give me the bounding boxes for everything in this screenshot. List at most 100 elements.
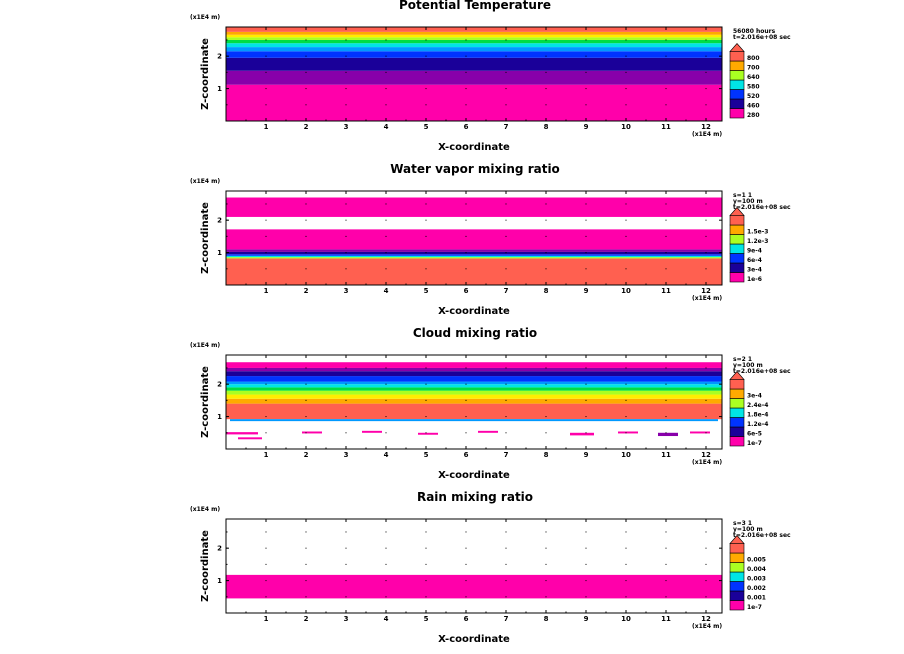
colorbar-swatch (729, 417, 745, 428)
x-tick-label: 1 (264, 451, 269, 459)
grid-dot (585, 71, 587, 73)
x-tick-label: 7 (504, 287, 509, 295)
x-tick-label: 11 (661, 451, 671, 459)
grid-dot (305, 88, 307, 90)
grid-dot (585, 252, 587, 254)
grid-dot (545, 203, 547, 205)
grid-dot (425, 104, 427, 106)
contour-band-12 (226, 362, 722, 368)
x-tick-label: 12 (701, 451, 711, 459)
x-unit-label: (x1E4 m) (692, 131, 722, 138)
colorbar-swatch (729, 98, 745, 109)
grid-dot (425, 39, 427, 41)
grid-dot (425, 531, 427, 533)
colorbar-swatch (729, 243, 745, 254)
colorbar-swatch (729, 590, 745, 601)
x-tick-label: 6 (464, 123, 469, 131)
z-tick-label: 1 (217, 577, 222, 585)
grid-dot (465, 416, 467, 418)
plot-frame (225, 518, 723, 614)
grid-dot (265, 399, 267, 401)
grid-dot (305, 432, 307, 434)
info-line: t=2.016e+08 sec (733, 368, 791, 375)
contour-patch-4 (302, 431, 322, 434)
z-tick-label: 2 (217, 217, 222, 225)
x-tick-label: 6 (464, 451, 469, 459)
grid-dots (265, 531, 707, 598)
colorbar-swatch (729, 562, 745, 573)
colorbar-swatch (729, 70, 745, 81)
grid-dot (385, 580, 387, 582)
x-tick-label: 10 (621, 615, 631, 623)
grid-dot (345, 219, 347, 221)
contour-band-5 (226, 390, 722, 395)
contour-band-3 (226, 255, 722, 258)
colorbar-label: 0.004 (747, 566, 766, 573)
grid-dots (265, 367, 707, 434)
colorbar-label: 460 (747, 103, 760, 110)
grid-dot (465, 563, 467, 565)
grid-dot (545, 88, 547, 90)
grid-dot (665, 547, 667, 549)
grid-dot (505, 367, 507, 369)
contour-band-10 (226, 191, 722, 198)
grid-dot (585, 531, 587, 533)
colorbar-swatch (729, 379, 745, 390)
colorbar-extend-arrow (729, 207, 745, 216)
colorbar-label: 520 (747, 93, 760, 100)
colorbar-swatch (729, 600, 745, 611)
grid-dot (425, 88, 427, 90)
grid-dot (545, 104, 547, 106)
colorbar-label: 3e-4 (747, 393, 762, 400)
grid-dot (625, 547, 627, 549)
x-tick-label: 8 (544, 287, 549, 295)
grid-dot (665, 252, 667, 254)
grid-dot (585, 367, 587, 369)
colorbar-swatch (729, 436, 745, 447)
grid-dot (265, 55, 267, 57)
grid-dot (305, 399, 307, 401)
grid-dot (585, 547, 587, 549)
x-tick-label: 1 (264, 615, 269, 623)
grid-dot (505, 252, 507, 254)
grid-dot (345, 547, 347, 549)
grid-dot (345, 235, 347, 237)
grid-dot (545, 563, 547, 565)
contour-band-2 (226, 574, 722, 599)
grid-dot (345, 416, 347, 418)
grid-dot (505, 203, 507, 205)
x-tick-label: 9 (584, 123, 589, 131)
grid-dot (705, 383, 707, 385)
grid-dot (305, 104, 307, 106)
x-tick-label: 9 (584, 615, 589, 623)
contour-band-7 (226, 229, 722, 250)
info-line: y=100 m (733, 362, 763, 369)
grid-dot (665, 71, 667, 73)
grid-dot (705, 432, 707, 434)
grid-dot (545, 235, 547, 237)
grid-dot (705, 104, 707, 106)
grid-dot (305, 268, 307, 270)
grid-dot (545, 39, 547, 41)
plot-frame (225, 190, 723, 286)
grid-dot (385, 399, 387, 401)
x-tick-label: 11 (661, 615, 671, 623)
z-axis-label: Z-coordinate (200, 366, 211, 438)
x-tick-label: 9 (584, 451, 589, 459)
grid-dot (305, 252, 307, 254)
grid-dot (505, 268, 507, 270)
colorbar-label: 0.003 (747, 576, 766, 583)
grid-dot (705, 547, 707, 549)
grid-dot (545, 71, 547, 73)
x-tick-label: 3 (344, 287, 349, 295)
grid-dot (625, 367, 627, 369)
x-tick-label: 4 (384, 451, 389, 459)
grid-dot (465, 268, 467, 270)
grid-dot (665, 268, 667, 270)
x-tick-label: 3 (344, 451, 349, 459)
grid-dot (465, 399, 467, 401)
contour-band-1 (226, 419, 722, 449)
x-tick-label: 10 (621, 123, 631, 131)
grid-dot (425, 219, 427, 221)
x-tick-label: 10 (621, 451, 631, 459)
